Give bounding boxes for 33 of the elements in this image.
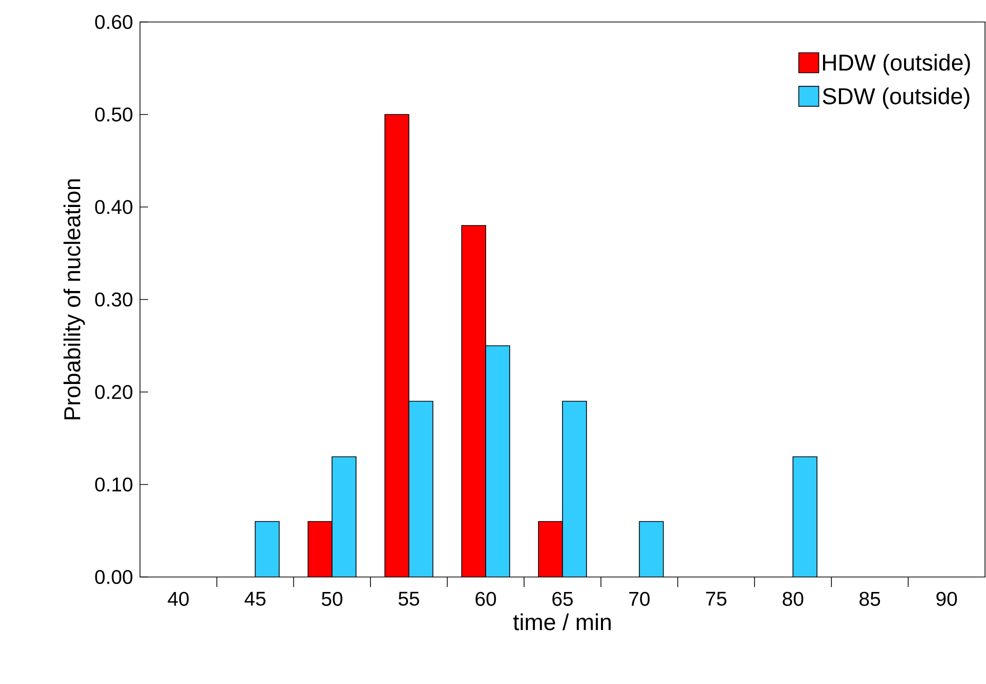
x-tick-label: 45	[244, 592, 266, 606]
bar	[538, 521, 563, 577]
bar	[384, 114, 410, 577]
x-tick-label: 70	[629, 592, 650, 606]
y-tick-label: 0.40	[95, 200, 132, 214]
bar	[485, 345, 510, 577]
bar	[461, 225, 486, 577]
legend-label: SDW (outside)	[822, 88, 970, 109]
x-tick-label: 90	[936, 592, 957, 606]
x-tick-label: 75	[706, 592, 726, 606]
x-tick-label: 55	[398, 592, 420, 606]
x-tick-label: 65	[552, 592, 573, 606]
x-axis-title: time / min	[513, 613, 611, 630]
bar	[562, 400, 587, 577]
x-tick-label: 85	[860, 592, 880, 606]
bar	[408, 400, 434, 577]
y-tick-label: 0.60	[95, 14, 132, 30]
legend-label: HDW (outside)	[823, 54, 970, 76]
bar	[792, 456, 818, 577]
y-tick-label: 0.50	[95, 107, 132, 122]
x-tick-label: 60	[476, 592, 496, 606]
x-tick-label: 40	[168, 592, 189, 606]
x-tick-label: 80	[782, 592, 804, 606]
bar	[254, 521, 280, 577]
bar	[638, 521, 664, 577]
bar	[332, 456, 356, 577]
y-tick-label: 0.00	[95, 570, 132, 584]
y-tick-label: 0.10	[95, 477, 132, 492]
bar	[308, 521, 332, 577]
y-axis-title: Probability of nucleation	[64, 179, 85, 420]
x-tick-label: 50	[322, 592, 342, 606]
y-tick-label: 0.30	[95, 292, 132, 307]
y-tick-label: 0.20	[95, 384, 132, 400]
